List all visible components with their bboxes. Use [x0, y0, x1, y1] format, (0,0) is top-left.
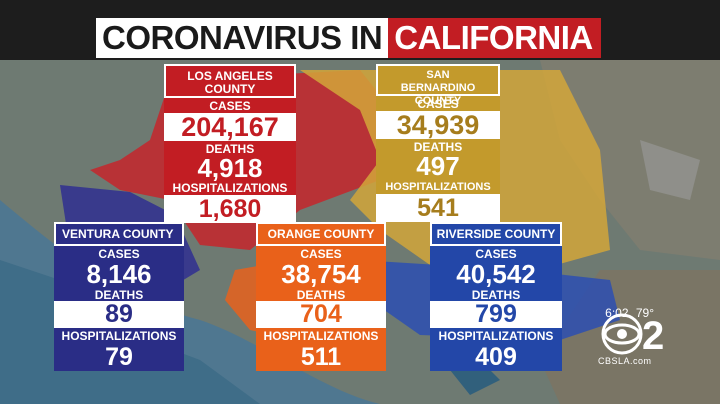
la-hosp-label: HOSPITALIZATIONS — [164, 181, 296, 195]
riverside-county-header: RIVERSIDE COUNTY — [430, 222, 562, 246]
sb-deaths-value: 497 — [376, 153, 500, 180]
sb-hosp-label: HOSPITALIZATIONS — [376, 180, 500, 194]
ventura-cases-value: 8,146 — [54, 261, 184, 288]
sb-hosp-value: 541 — [376, 194, 500, 222]
ventura-county-card: VENTURA COUNTY CASES 8,146 DEATHS 89 HOS… — [54, 222, 184, 371]
riverside-county-card: RIVERSIDE COUNTY CASES 40,542 DEATHS 799… — [430, 222, 562, 371]
riverside-cases-label: CASES — [430, 246, 562, 261]
la-cases-value: 204,167 — [164, 113, 296, 141]
la-county-card: LOS ANGELES COUNTY CASES 204,167 DEATHS … — [164, 64, 296, 223]
riverside-hosp-label: HOSPITALIZATIONS — [430, 328, 562, 343]
ventura-hosp-label: HOSPITALIZATIONS — [54, 328, 184, 343]
banner-title-coronavirus: CORONAVIRUS IN — [96, 18, 389, 58]
sb-cases-label: CASES — [376, 96, 500, 111]
orange-county-card: ORANGE COUNTY CASES 38,754 DEATHS 704 HO… — [256, 222, 386, 371]
la-cases-label: CASES — [164, 98, 296, 113]
title-banner: CORONAVIRUS IN CALIFORNIA — [0, 0, 720, 60]
orange-hosp-value: 511 — [256, 343, 386, 371]
orange-hosp-label: HOSPITALIZATIONS — [256, 328, 386, 343]
orange-cases-value: 38,754 — [256, 261, 386, 288]
orange-deaths-label: DEATHS — [256, 288, 386, 301]
riverside-deaths-label: DEATHS — [430, 288, 562, 301]
la-deaths-value: 4,918 — [164, 155, 296, 181]
ventura-deaths-label: DEATHS — [54, 288, 184, 301]
cbs2-logo-icon: 2 — [601, 313, 664, 356]
sb-county-card: SAN BERNARDINO COUNTY CASES 34,939 DEATH… — [376, 64, 500, 222]
sb-cases-value: 34,939 — [376, 111, 500, 139]
ventura-county-header: VENTURA COUNTY — [54, 222, 184, 246]
riverside-deaths-value: 799 — [430, 301, 562, 328]
ventura-hosp-value: 79 — [54, 343, 184, 371]
ventura-deaths-value: 89 — [54, 301, 184, 328]
sb-deaths-label: DEATHS — [376, 139, 500, 153]
la-hosp-value: 1,680 — [164, 195, 296, 223]
orange-cases-label: CASES — [256, 246, 386, 261]
banner-title-california: CALIFORNIA — [388, 18, 601, 58]
orange-deaths-value: 704 — [256, 301, 386, 328]
station-website: CBSLA.com — [598, 356, 652, 366]
cbs2-logo-number: 2 — [642, 314, 664, 356]
la-county-header: LOS ANGELES COUNTY — [164, 64, 296, 98]
la-deaths-label: DEATHS — [164, 141, 296, 155]
riverside-hosp-value: 409 — [430, 343, 562, 371]
riverside-cases-value: 40,542 — [430, 261, 562, 288]
ventura-cases-label: CASES — [54, 246, 184, 261]
temp-text: 79° — [635, 306, 654, 320]
sb-county-header: SAN BERNARDINO COUNTY — [376, 64, 500, 107]
orange-county-header: ORANGE COUNTY — [256, 222, 386, 246]
